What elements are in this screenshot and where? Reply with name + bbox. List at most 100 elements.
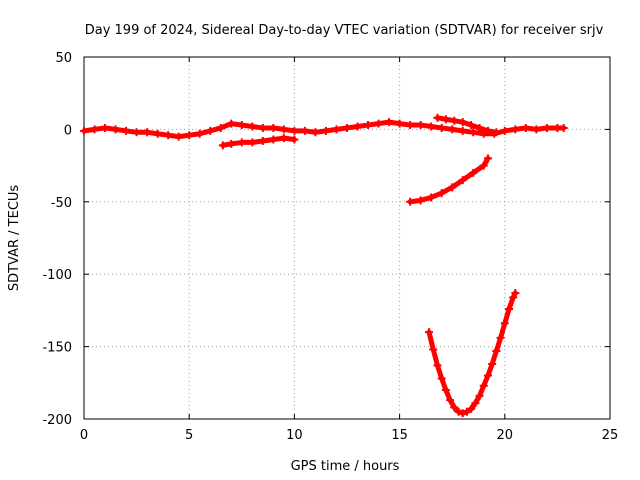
data-point [279, 125, 288, 134]
data-point [450, 403, 459, 412]
data-point [185, 131, 194, 140]
data-point [290, 135, 299, 144]
data-point [321, 126, 330, 135]
data-point [248, 138, 257, 147]
data-point [532, 125, 541, 134]
x-tick-label: 5 [185, 428, 193, 443]
x-tick-label: 10 [286, 428, 303, 443]
data-point [353, 122, 362, 131]
data-point [429, 345, 438, 354]
data-point [111, 125, 120, 134]
data-point [437, 374, 446, 383]
data-point [500, 126, 509, 135]
data-point [227, 119, 236, 128]
data-point [467, 404, 476, 413]
data-point [433, 361, 442, 370]
data-point [437, 123, 446, 132]
chart-title: Day 199 of 2024, Sidereal Day-to-day VTE… [85, 23, 604, 38]
data-point [559, 123, 568, 132]
data-point [496, 333, 505, 342]
series-5 [425, 289, 520, 418]
data-point [258, 123, 267, 132]
data-point [521, 123, 530, 132]
data-point [416, 121, 425, 130]
data-point [406, 197, 415, 206]
data-point [483, 371, 492, 380]
data-point [269, 135, 278, 144]
data-point [454, 407, 463, 416]
data-point [458, 118, 467, 127]
data-point [505, 304, 514, 313]
data-point [492, 128, 501, 137]
data-point [237, 138, 246, 147]
y-tick-label: 50 [55, 51, 72, 66]
data-point [441, 386, 450, 395]
data-point [164, 131, 173, 140]
data-point [174, 132, 183, 141]
data-point [450, 116, 459, 125]
data-point [479, 381, 488, 390]
data-point [90, 125, 99, 134]
data-point [483, 154, 492, 163]
data-point [441, 115, 450, 124]
data-point [416, 196, 425, 205]
series-2 [218, 134, 299, 150]
data-point [258, 136, 267, 145]
x-axis-ticks: 0 5 10 15 20 25 [80, 57, 618, 443]
data-point [269, 123, 278, 132]
data-point [332, 125, 341, 134]
series-3 [433, 113, 501, 137]
x-tick-label: 15 [391, 428, 408, 443]
data-point [427, 122, 436, 131]
data-point [80, 126, 88, 135]
data-point [448, 125, 457, 134]
data-point [374, 119, 383, 128]
data-point [479, 161, 488, 170]
data-point [343, 123, 351, 132]
data-point [467, 121, 476, 130]
data-point [427, 193, 436, 202]
plot-frame [83, 56, 611, 420]
grid-lines [84, 57, 610, 419]
data-point [433, 113, 442, 122]
x-tick-label: 25 [602, 428, 619, 443]
y-tick-label: -100 [42, 268, 72, 283]
data-point [542, 123, 551, 132]
data-point [227, 139, 236, 148]
data-point [290, 126, 299, 135]
data-point [216, 123, 225, 132]
data-point [218, 141, 227, 150]
data-point [132, 128, 141, 137]
data-point [311, 128, 320, 137]
data-point [122, 126, 131, 135]
data-point [500, 319, 509, 328]
data-point [237, 121, 246, 130]
data-point [458, 126, 467, 135]
data-point [153, 129, 162, 138]
data-point [469, 128, 478, 137]
y-tick-label: 0 [64, 123, 72, 138]
data-point [483, 126, 492, 135]
data-point [446, 396, 455, 405]
y-tick-label: -200 [42, 413, 72, 428]
data-point [475, 391, 484, 400]
y-tick-label: -150 [42, 341, 72, 356]
data-point [469, 168, 478, 177]
data-point [462, 407, 471, 416]
data-point [458, 176, 467, 185]
data-point [300, 126, 309, 135]
x-tick-label: 20 [497, 428, 514, 443]
x-axis-label: GPS time / hours [291, 459, 400, 474]
data-point [279, 134, 288, 143]
x-tick-label: 0 [80, 428, 88, 443]
data-point [488, 359, 497, 368]
data-point [248, 122, 257, 131]
series-1 [80, 118, 568, 141]
series-4 [406, 154, 492, 206]
data-point [385, 118, 394, 127]
y-axis-ticks: -200 -150 -100 -50 0 50 [42, 51, 610, 428]
data-point [437, 189, 446, 198]
data-point [143, 128, 152, 137]
data-series [80, 113, 568, 418]
